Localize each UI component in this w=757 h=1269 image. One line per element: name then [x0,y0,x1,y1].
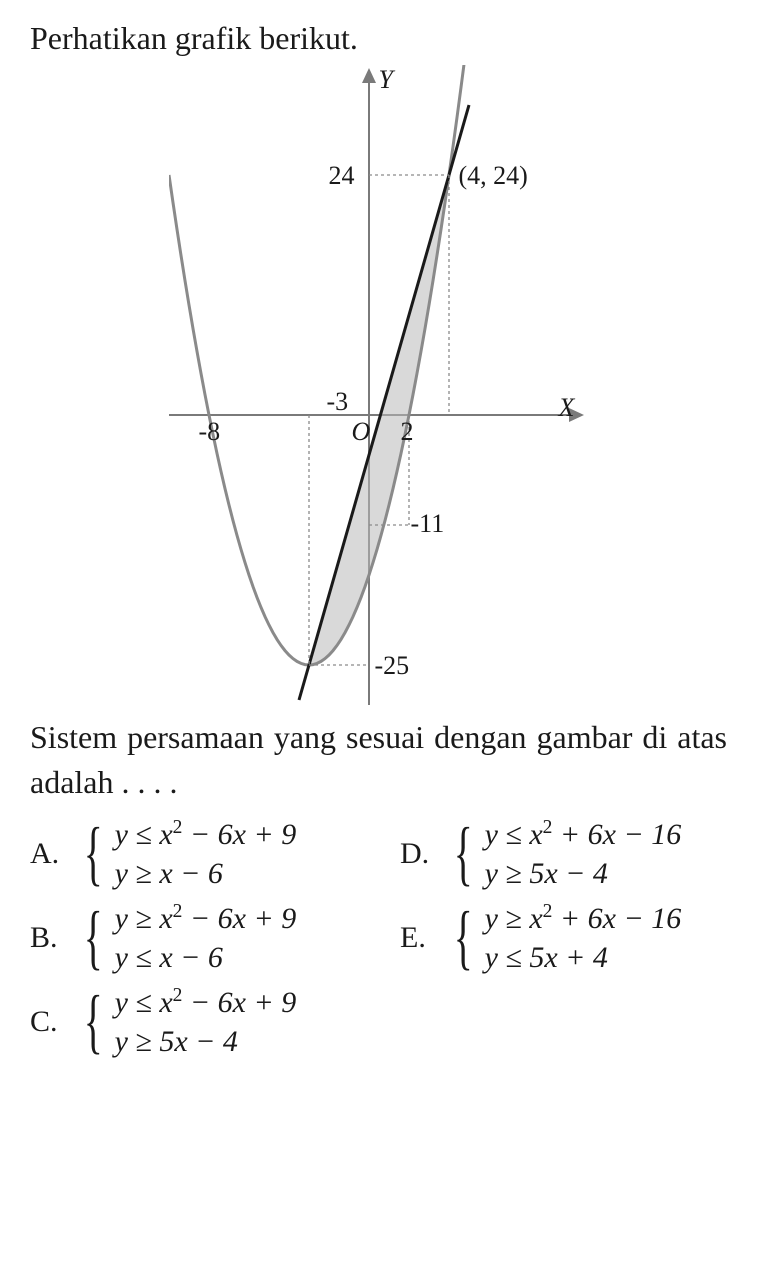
option-b-line2: y ≤ x − 6 [115,938,297,977]
option-e-line2: y ≤ 5x + 4 [485,938,682,977]
option-a-line1: y ≤ x2 − 6x + 9 [115,815,297,854]
brace-icon: { [84,996,103,1046]
option-d-line1: y ≤ x2 + 6x − 16 [485,815,682,854]
origin-label: O [352,417,371,447]
option-c-line2: y ≥ 5x − 4 [115,1022,297,1061]
option-letter-d: D. [400,837,446,871]
graph: Y X O -8 2 24 (4, 24) -3 -11 -25 [169,65,589,705]
option-e: E. { y ≥ x2 + 6x − 16 y ≤ 5x + 4 [400,899,681,977]
brace-icon: { [84,912,103,962]
option-c: C. { y ≤ x2 − 6x + 9 y ≥ 5x − 4 [30,983,296,1061]
options: A. { y ≤ x2 − 6x + 9 y ≥ x − 6 D. { y ≤ … [30,815,727,1061]
x-axis-label: X [559,393,575,423]
option-b-line1: y ≥ x2 − 6x + 9 [115,899,297,938]
brace-icon: { [454,912,473,962]
brace-icon: { [454,828,473,878]
option-letter-e: E. [400,921,446,955]
option-a: A. { y ≤ x2 − 6x + 9 y ≥ x − 6 [30,815,380,893]
y-label-24: 24 [329,161,355,191]
brace-icon: { [84,828,103,878]
option-d: D. { y ≤ x2 + 6x − 16 y ≥ 5x − 4 [400,815,681,893]
x-tick-2: 2 [401,417,414,447]
instruction-text: Perhatikan grafik berikut. [30,20,727,57]
y-axis-label: Y [379,65,393,95]
option-c-line1: y ≤ x2 − 6x + 9 [115,983,297,1022]
option-b: B. { y ≥ x2 − 6x + 9 y ≤ x − 6 [30,899,380,977]
option-letter-a: A. [30,837,76,871]
option-letter-b: B. [30,921,76,955]
question-text: Sistem persamaan yang sesuai dengan gamb… [30,715,727,805]
option-e-line1: y ≥ x2 + 6x − 16 [485,899,682,938]
option-letter-c: C. [30,1005,76,1039]
option-d-line2: y ≥ 5x − 4 [485,854,682,893]
x-tick-neg8: -8 [199,417,221,447]
point-label: (4, 24) [459,161,528,191]
y-label-neg3: -3 [327,387,349,417]
option-a-line2: y ≥ x − 6 [115,854,297,893]
y-label-neg25: -25 [375,651,410,681]
y-label-neg11: -11 [411,509,445,539]
